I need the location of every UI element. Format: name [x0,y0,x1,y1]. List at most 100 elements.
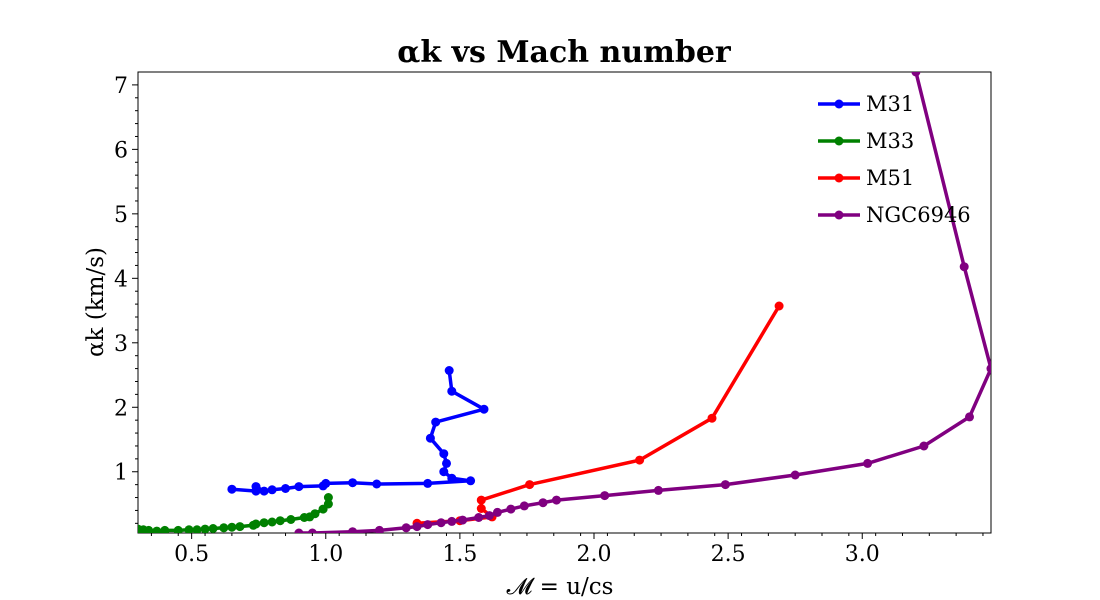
data-point-m33 [219,523,229,533]
data-point-m33 [184,525,194,533]
data-point-m51 [525,480,535,490]
legend-item-m51: M51 [818,166,914,190]
data-point-m31 [281,484,290,493]
data-point-ngc6946 [307,528,317,533]
data-point-ngc6946 [506,504,516,514]
legend: M31 M33 M51 NGC6946 [818,92,971,227]
data-point-m51 [635,455,645,465]
data-point-m31 [227,484,237,494]
data-point-m33 [173,525,183,533]
y-tick-label: 1 [114,461,128,486]
data-point-m33 [286,515,296,524]
x-tick-label: 1.5 [442,542,477,567]
series-layer [138,72,991,533]
x-tick-label: 2.5 [711,542,746,567]
data-point-m33 [200,524,210,533]
legend-marker-m51 [834,173,844,183]
legend-label-m51: M51 [866,166,914,190]
chart-title: αk vs Mach number [397,35,732,70]
data-point-ngc6946 [552,495,561,505]
legend-marker-ngc6946 [834,210,844,220]
legend-marker-m31 [834,99,844,109]
legend-label-m31: M31 [866,92,914,116]
data-point-ngc6946 [959,262,969,272]
series-m33 [138,493,333,533]
y-axis-label: αk (km/s) [83,247,109,357]
data-point-m31 [251,486,261,496]
data-point-ngc6946 [436,518,446,528]
data-point-m33 [323,493,333,502]
data-point-m31 [348,478,358,488]
data-point-ngc6946 [986,364,991,374]
data-point-m33 [235,522,245,532]
data-point-ngc6946 [538,498,548,508]
data-point-m51 [476,495,486,505]
legend-item-m31: M31 [818,92,914,116]
y-tick-label: 3 [114,332,128,357]
series-line-m51 [416,305,781,526]
data-point-m31 [425,433,435,443]
data-point-m33 [152,526,162,533]
data-point-ngc6946 [790,470,800,480]
data-point-m33 [318,504,328,514]
data-point-m51 [707,413,717,423]
data-point-m33 [192,525,202,533]
y-tick-label: 4 [114,267,128,292]
legend-label-ngc6946: NGC6946 [866,203,971,227]
data-point-ngc6946 [653,485,663,495]
data-point-ngc6946 [348,527,358,533]
legend-item-ngc6946: NGC6946 [818,203,971,227]
data-point-ngc6946 [919,441,929,451]
data-point-m31 [479,404,489,414]
data-point-ngc6946 [294,528,304,533]
legend-marker-m33 [834,136,844,146]
data-point-ngc6946 [484,511,494,521]
data-point-m31 [259,486,269,496]
data-point-m33 [299,513,309,522]
y-tick-label: 7 [114,74,128,99]
series-ngc6946 [294,72,991,533]
data-point-m31 [447,386,457,396]
legend-label-m33: M33 [866,129,914,153]
x-tick-label: 2.0 [577,542,612,567]
series-m31 [227,366,489,496]
data-point-m33 [248,520,258,530]
data-point-m33 [138,524,143,533]
data-point-m31 [444,366,454,375]
data-point-m33 [227,522,237,532]
data-point-ngc6946 [863,458,873,468]
data-point-ngc6946 [458,515,468,525]
data-point-ngc6946 [911,72,921,77]
data-point-ngc6946 [492,507,502,517]
data-point-m33 [160,525,170,533]
x-axis-label: 𝓜 = u/cs [507,574,614,600]
data-point-ngc6946 [412,522,422,532]
data-point-m31 [431,417,441,427]
data-point-m51 [476,504,486,513]
x-tick-label: 0.5 [174,542,209,567]
y-tick-label: 6 [114,138,128,163]
legend-item-m33: M33 [818,129,914,153]
data-point-m31 [372,479,382,489]
data-point-m31 [439,449,449,459]
data-point-m31 [466,476,476,486]
data-point-m33 [208,524,218,533]
data-point-ngc6946 [447,516,457,526]
data-point-ngc6946 [423,520,433,530]
y-tick-label: 5 [114,203,128,228]
data-point-ngc6946 [374,525,384,533]
data-point-ngc6946 [965,412,974,422]
x-tick-label: 3.0 [845,542,880,567]
plot-frame [137,71,992,534]
data-point-ngc6946 [474,513,484,522]
data-point-m33 [267,517,277,527]
data-point-m31 [267,485,277,495]
data-point-ngc6946 [600,491,610,501]
y-tick-label: 2 [114,396,128,421]
data-point-m31 [318,481,328,491]
data-point-ngc6946 [720,480,730,490]
data-point-m33 [275,516,285,526]
data-point-m31 [442,458,451,468]
data-point-m51 [774,301,784,311]
data-point-m31 [439,467,449,477]
